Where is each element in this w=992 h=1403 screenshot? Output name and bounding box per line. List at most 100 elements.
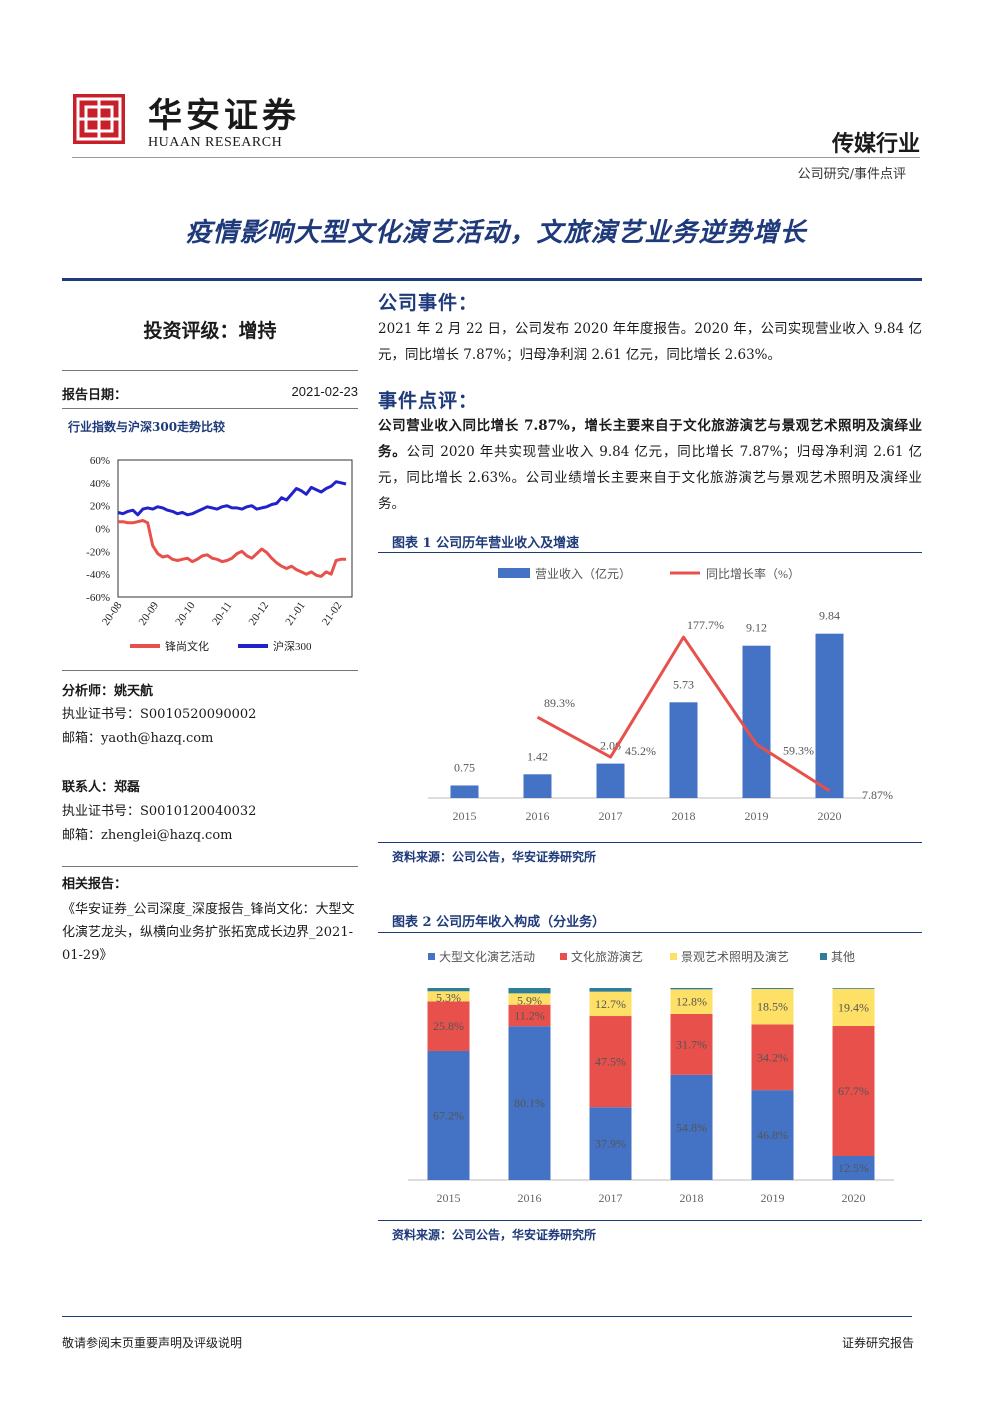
fig1-x-tick-label: 2015 [453,809,477,823]
trend-y-tick-label: 20% [90,501,110,513]
fig2-stack-segment [589,988,632,992]
fig2-x-tick-label: 2019 [761,1191,785,1205]
fig2-legend-swatch [820,953,827,960]
fig2-stack-segment [589,991,632,1017]
fig2-segment-value-label: 67.2% [433,1108,464,1122]
figure1-bottom-rule [378,842,922,843]
analyst-cert: 执业证书号：S0010520090002 [62,707,257,722]
review-highlight: 公司营业收入同比增长 7.87%，增长主要来自于文化旅游演艺与景观艺术照明及演绎… [378,418,922,460]
fig1-legend-line-label: 同比增长率（%） [706,566,800,581]
fig2-segment-value-label: 46.8% [757,1128,788,1142]
fig2-segment-value-label: 80.1% [514,1096,545,1110]
fig1-bar-value-label: 9.12 [746,621,767,635]
trend-legend-label: 锋尚文化 [165,639,209,653]
trend-y-tick-label: -40% [86,569,110,581]
analyst-email[interactable]: 邮箱：yaoth@hazq.com [62,731,214,746]
fig2-segment-value-label: 37.9% [595,1137,626,1151]
trend-legend-label: 沪深300 [273,639,312,653]
fig1-bar-value-label: 0.75 [454,760,475,774]
fig2-stack-segment [670,1013,713,1075]
fig2-segment-value-label: 5.3% [436,990,461,1004]
fig2-stack-segment [427,1001,470,1051]
fig2-stack-segment [589,1016,632,1108]
fig2-legend-label: 文化旅游演艺 [571,949,643,964]
fig2-segment-value-label: 18.5% [757,1000,788,1014]
fig1-x-tick-label: 2017 [599,809,623,823]
fig2-stack-segment [589,1107,632,1180]
logo-chinese-name: 华安证券 [148,96,300,136]
fig2-x-tick-label: 2016 [518,1191,542,1205]
figure1-top-rule [378,552,922,553]
review-body: 公司 2020 年共实现营业收入 9.84 亿元，同比增长 7.87%；归母净利… [378,444,923,512]
contact-cert: 执业证书号：S0010120040032 [62,804,257,819]
fig2-stack-segment [670,989,713,1014]
fig2-legend-swatch [560,953,567,960]
fig1-revenue-bar [815,633,844,798]
fig2-segment-value-label: 34.2% [757,1050,788,1064]
fig2-segment-value-label: 5.9% [517,994,542,1008]
fig1-x-tick-label: 2018 [672,809,696,823]
fig1-x-tick-label: 2016 [526,809,550,823]
trend-x-tick-label: 20-10 [173,599,198,627]
fig2-segment-value-label: 25.8% [433,1019,464,1033]
report-category: 公司研究/事件点评 [797,167,906,182]
fig1-bar-value-label: 1.42 [527,749,548,763]
figure2-top-rule [378,932,922,933]
industry-label: 传媒行业 [831,131,920,157]
figure2-source: 资料来源：公司公告，华安证券研究所 [392,1228,597,1242]
fig1-growth-value-label: 45.2% [625,744,656,758]
fig2-stack-segment [670,1074,713,1180]
fig1-growth-value-label: 177.7% [687,618,724,632]
fig1-revenue-bar [450,785,479,798]
fig2-segment-value-label: 47.5% [595,1055,626,1069]
fig1-revenue-bar [523,774,552,798]
event-paragraph: 2021 年 2 月 22 日，公司发布 2020 年年度报告。2020 年，公… [378,321,922,363]
fig1-bar-value-label: 5.73 [673,677,694,691]
trend-chart: 60%40%20%0%-20%-40%-60%20-08 20-09 20-10 20… [86,455,353,653]
fig2-x-tick-label: 2020 [842,1191,866,1205]
revenue-composition-chart: 大型文化演艺活动 文化旅游演艺 景观艺术照明及演艺 其他 67.2% 25.8% 5.3% 2… [408,949,894,1205]
trend-y-tick-label: 60% [90,455,110,467]
fig2-stack-segment [751,988,794,989]
fig2-legend-label: 大型文化演艺活动 [439,949,535,964]
review-section-title: 事件点评： [378,390,479,412]
related-report-link[interactable]: 《华安证券_公司深度_深度报告_锋尚文化：大型文化演艺龙头，纵横向业务扩张拓宽成… [62,902,355,963]
fig2-stack-segment [508,988,551,994]
investment-rating: 投资评级：增持 [143,320,277,342]
fig1-bar-value-label: 9.84 [819,609,840,623]
trend-chart-title: 行业指数与沪深300走势比较 [68,420,226,434]
fig2-x-tick-label: 2017 [599,1191,623,1205]
figure1-title: 图表 1 公司历年营业收入及增速 [392,536,580,551]
header-divider [72,157,920,158]
analyst-name: 分析师：姚天航 [62,684,154,699]
report-date-value: 2021-02-23 [291,384,359,399]
trend-y-tick-label: -60% [86,592,110,604]
footer-divider [62,1316,912,1317]
fig2-segment-value-label: 67.7% [838,1084,869,1098]
fig1-growth-value-label: 59.3% [783,743,814,757]
left-divider [62,670,358,671]
trend-y-tick-label: -20% [86,546,110,558]
logo-english-name: HUAAN RESEARCH [148,135,283,150]
fig2-stack-segment [427,988,470,992]
title-divider [62,278,922,281]
revenue-chart: 营业收入（亿元） 同比增长率（%）0.7520151.4220162.062017… [428,566,893,823]
fig2-stack-segment [508,1004,551,1027]
left-divider [62,370,358,371]
figure1-source: 资料来源：公司公告，华安证券研究所 [392,850,597,864]
fig1-revenue-bar [742,645,771,798]
fig1-legend-bar-swatch [498,568,530,578]
trend-series-line [118,519,346,578]
report-title: 疫情影响大型文化演艺活动，文旅演艺业务逆势增长 [185,218,807,248]
fig2-stack-segment [508,993,551,1005]
fig2-stack-segment [832,988,875,1027]
fig2-x-tick-label: 2018 [680,1191,704,1205]
fig1-growth-value-label: 89.3% [544,696,575,710]
figure2-bottom-rule [378,1220,922,1221]
trend-x-tick-label: 20-12 [247,600,272,628]
contact-email[interactable]: 邮箱：zhenglei@hazq.com [62,828,233,843]
trend-x-tick-label: 21-02 [320,600,345,628]
fig2-segment-value-label: 12.5% [838,1161,869,1175]
trend-x-tick-label: 21-01 [283,600,308,628]
fig1-revenue-bar [669,702,698,798]
